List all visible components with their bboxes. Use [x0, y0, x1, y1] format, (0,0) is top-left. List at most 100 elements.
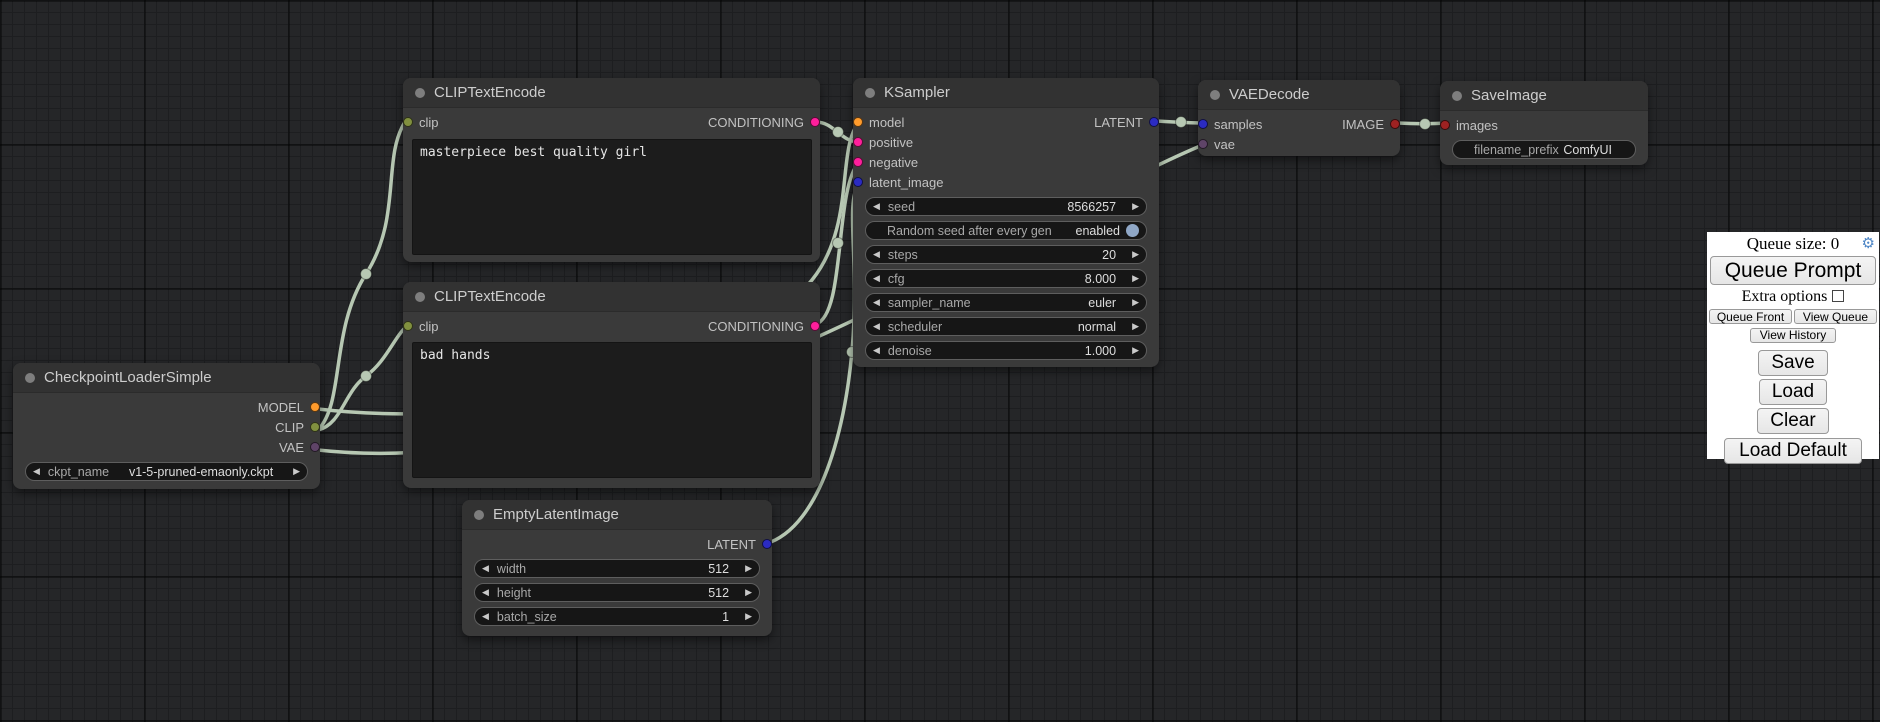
arrow-right-icon[interactable]: ▶ — [1132, 297, 1139, 307]
link-midpoint-dot[interactable] — [832, 126, 844, 138]
arrow-right-icon[interactable]: ▶ — [1132, 345, 1139, 355]
node-title-bar[interactable]: CLIPTextEncode — [403, 78, 820, 108]
node-title-bar[interactable]: EmptyLatentImage — [462, 500, 772, 530]
view-queue-button[interactable]: View Queue — [1794, 309, 1877, 324]
node-title-bar[interactable]: CLIPTextEncode — [403, 282, 820, 312]
input-label-latent-image: latent_image — [869, 174, 944, 190]
link-midpoint-dot[interactable] — [832, 237, 844, 249]
seed-widget[interactable]: ◀ seed 8566257 ▶ — [865, 197, 1147, 216]
node-title-bar[interactable]: SaveImage — [1440, 81, 1648, 111]
input-port-negative[interactable] — [853, 157, 863, 167]
widget-label: denoise — [887, 343, 932, 358]
output-port-model[interactable] — [310, 402, 320, 412]
arrow-left-icon[interactable]: ◀ — [873, 249, 880, 259]
widget-value: 512 — [708, 585, 730, 600]
widget-label: cfg — [887, 271, 905, 286]
node-title-bar[interactable]: CheckpointLoaderSimple — [13, 363, 320, 393]
output-port-conditioning[interactable] — [810, 321, 820, 331]
link-midpoint-dot[interactable] — [360, 370, 372, 382]
width-widget[interactable]: ◀ width 512 ▶ — [474, 559, 760, 578]
clear-button[interactable]: Clear — [1757, 408, 1829, 434]
queue-prompt-button[interactable]: Queue Prompt — [1710, 256, 1876, 285]
save-button[interactable]: Save — [1758, 350, 1828, 376]
arrow-right-icon[interactable]: ▶ — [745, 611, 752, 621]
arrow-left-icon[interactable]: ◀ — [873, 321, 880, 331]
arrow-left-icon[interactable]: ◀ — [482, 563, 489, 573]
input-port-model[interactable] — [853, 117, 863, 127]
view-history-button[interactable]: View History — [1750, 327, 1836, 343]
output-port-conditioning[interactable] — [810, 117, 820, 127]
arrow-left-icon[interactable]: ◀ — [33, 466, 40, 476]
denoise-widget[interactable]: ◀ denoise 1.000 ▶ — [865, 341, 1147, 360]
node-status-dot — [1210, 89, 1220, 100]
arrow-right-icon[interactable]: ▶ — [1132, 273, 1139, 283]
widget-value: v1-5-pruned-emaonly.ckpt — [128, 464, 274, 479]
settings-gear-icon[interactable]: ⚙ — [1861, 236, 1875, 252]
arrow-left-icon[interactable]: ◀ — [482, 587, 489, 597]
output-port-latent[interactable] — [762, 539, 772, 549]
random-seed-widget[interactable]: Random seed after every gen enabled — [865, 221, 1147, 240]
arrow-right-icon[interactable]: ▶ — [1132, 321, 1139, 331]
widget-label: scheduler — [887, 319, 943, 334]
node-status-dot — [415, 291, 425, 302]
input-port-clip[interactable] — [403, 321, 413, 331]
load-button[interactable]: Load — [1758, 379, 1828, 405]
input-port-images[interactable] — [1440, 120, 1450, 130]
arrow-left-icon[interactable]: ◀ — [873, 297, 880, 307]
output-port-image[interactable] — [1390, 119, 1400, 129]
load-default-button[interactable]: Load Default — [1724, 438, 1862, 464]
arrow-left-icon[interactable]: ◀ — [873, 201, 880, 211]
arrow-right-icon[interactable]: ▶ — [1132, 249, 1139, 259]
extra-options-checkbox[interactable] — [1832, 290, 1845, 302]
input-label-positive: positive — [869, 134, 914, 150]
node-title: VAEDecode — [1229, 86, 1310, 103]
node-title: CLIPTextEncode — [434, 288, 546, 305]
arrow-left-icon[interactable]: ◀ — [873, 273, 880, 283]
link-midpoint-dot[interactable] — [360, 268, 372, 280]
widget-value: 20 — [1102, 247, 1117, 262]
sampler-name-widget[interactable]: ◀ sampler_name euler ▶ — [865, 293, 1147, 312]
scheduler-widget[interactable]: ◀ scheduler normal ▶ — [865, 317, 1147, 336]
link-midpoint-dot[interactable] — [1175, 116, 1187, 128]
node-status-dot — [25, 372, 35, 383]
arrow-right-icon[interactable]: ▶ — [293, 466, 300, 476]
output-port-vae[interactable] — [310, 442, 320, 452]
arrow-left-icon[interactable]: ◀ — [873, 345, 880, 355]
node-status-dot — [1452, 90, 1462, 101]
arrow-left-icon[interactable]: ◀ — [482, 611, 489, 621]
batch-size-widget[interactable]: ◀ batch_size 1 ▶ — [474, 607, 760, 626]
random-seed-toggle[interactable] — [1126, 224, 1139, 237]
queue-front-button[interactable]: Queue Front — [1709, 309, 1792, 324]
input-port-positive[interactable] — [853, 137, 863, 147]
height-widget[interactable]: ◀ height 512 ▶ — [474, 583, 760, 602]
input-port-clip[interactable] — [403, 117, 413, 127]
link-midpoint-dot[interactable] — [1419, 118, 1431, 130]
widget-label: batch_size — [496, 609, 557, 624]
filename-prefix-widget[interactable]: filename_prefix ComfyUI — [1452, 140, 1636, 159]
input-port-latent-image[interactable] — [853, 177, 863, 187]
prompt-textarea[interactable]: bad hands — [412, 342, 812, 478]
steps-widget[interactable]: ◀ steps 20 ▶ — [865, 245, 1147, 264]
arrow-right-icon[interactable]: ▶ — [1132, 201, 1139, 211]
node-clip-text-encode-negative: CLIPTextEncode clip CONDITIONING bad han… — [403, 282, 820, 488]
arrow-right-icon[interactable]: ▶ — [745, 587, 752, 597]
output-port-latent[interactable] — [1149, 117, 1159, 127]
input-port-vae[interactable] — [1198, 139, 1208, 149]
slot-row: samples IMAGE — [1198, 114, 1400, 134]
output-port-clip[interactable] — [310, 422, 320, 432]
output-label-image: IMAGE — [1342, 116, 1384, 132]
view-history-row: View History — [1709, 326, 1877, 344]
slot-row: model LATENT — [853, 112, 1159, 132]
widget-value: 8.000 — [1084, 271, 1117, 286]
input-port-samples[interactable] — [1198, 119, 1208, 129]
node-title: SaveImage — [1471, 87, 1547, 104]
cfg-widget[interactable]: ◀ cfg 8.000 ▶ — [865, 269, 1147, 288]
input-label-model: model — [869, 114, 905, 130]
prompt-textarea[interactable]: masterpiece best quality girl — [412, 139, 812, 255]
arrow-right-icon[interactable]: ▶ — [745, 563, 752, 573]
ckpt-name-widget[interactable]: ◀ ckpt_name v1-5-pruned-emaonly.ckpt ▶ — [25, 462, 308, 481]
comfy-menu-panel: Queue size: 0 ⚙ Queue Prompt Extra optio… — [1707, 232, 1879, 464]
node-title-bar[interactable]: VAEDecode — [1198, 80, 1400, 110]
node-title-bar[interactable]: KSampler — [853, 78, 1159, 108]
